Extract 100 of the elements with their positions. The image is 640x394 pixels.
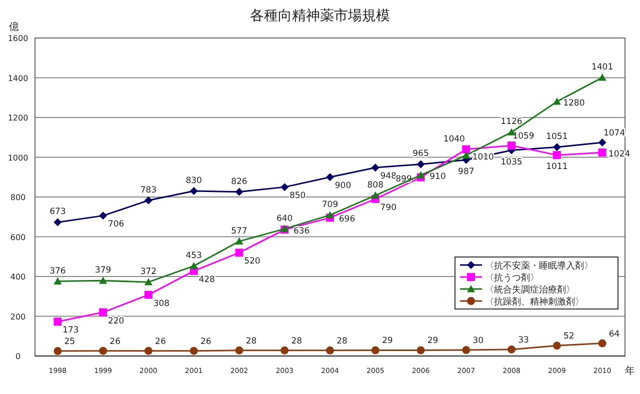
point xyxy=(235,237,244,245)
data-label: 379 xyxy=(94,266,112,276)
data-label: 830 xyxy=(186,176,202,186)
y-tick-label: 1000 xyxy=(8,153,28,162)
data-label: 965 xyxy=(412,149,429,160)
y-tick-label: 600 xyxy=(10,232,26,242)
data-label: 520 xyxy=(244,256,260,267)
y-tick-label: 1600 xyxy=(8,34,28,43)
data-label: 1035 xyxy=(500,157,522,168)
point xyxy=(99,308,108,316)
point xyxy=(235,248,244,257)
y-tick-label: 200 xyxy=(10,312,26,322)
point xyxy=(552,342,561,350)
data-label: 910 xyxy=(430,172,446,182)
point xyxy=(371,346,380,354)
point xyxy=(508,345,516,354)
y-tick-label: 400 xyxy=(10,272,26,282)
legend-label: 〈抗うつ剤〉 xyxy=(485,272,539,284)
data-label: 453 xyxy=(186,250,202,261)
point xyxy=(416,346,425,354)
data-label: 52 xyxy=(564,332,574,342)
data-label: 640 xyxy=(276,214,293,224)
data-label: 372 xyxy=(140,267,157,278)
point xyxy=(99,212,108,220)
point xyxy=(326,211,334,218)
point xyxy=(144,278,152,286)
point xyxy=(99,276,108,284)
data-label: 826 xyxy=(231,176,248,187)
point xyxy=(54,277,62,284)
y-tick-label: 1200 xyxy=(8,114,28,122)
point xyxy=(280,346,289,354)
point xyxy=(190,262,198,270)
y-axis-title: 億 xyxy=(9,21,19,33)
point xyxy=(235,346,244,354)
data-label: 850 xyxy=(290,191,306,202)
y-tick-label: 1400 xyxy=(8,74,28,83)
data-label: 428 xyxy=(198,274,215,285)
point xyxy=(371,164,380,172)
data-label: 28 xyxy=(291,336,302,346)
point xyxy=(552,151,561,160)
point xyxy=(144,346,152,355)
point xyxy=(99,346,108,355)
chart-title: 各種向精神薬市場規模 xyxy=(250,8,390,24)
point xyxy=(54,218,62,226)
data-label: 26 xyxy=(110,336,120,347)
data-label: 29 xyxy=(382,336,393,346)
point xyxy=(462,151,470,158)
data-label: 33 xyxy=(518,335,529,346)
data-label: 1401 xyxy=(591,62,614,73)
point xyxy=(416,160,425,168)
data-label: 1011 xyxy=(546,162,568,172)
point xyxy=(462,145,470,154)
data-label: 26 xyxy=(155,336,166,347)
data-label: 64 xyxy=(608,329,620,340)
point xyxy=(144,196,152,204)
point xyxy=(190,187,198,196)
data-label: 790 xyxy=(380,202,396,213)
legend-label: 〈抗躁剤、精神刺激剤〉 xyxy=(485,296,584,308)
data-label: 948 xyxy=(380,172,396,182)
data-label: 220 xyxy=(108,316,124,326)
data-label: 899 xyxy=(396,174,412,184)
legend-label: 〈統合失調症治療剤〉 xyxy=(485,284,575,296)
data-label: 28 xyxy=(246,336,257,346)
y-tick-label: 800 xyxy=(10,193,26,202)
data-label: 30 xyxy=(472,336,484,346)
data-label: 28 xyxy=(336,336,348,346)
data-label: 1280 xyxy=(563,98,585,109)
point xyxy=(144,290,152,299)
data-label: 696 xyxy=(338,214,356,225)
point xyxy=(54,318,62,326)
data-label: 308 xyxy=(153,298,170,309)
point xyxy=(552,98,561,105)
legend-label: 〈抗不安薬・睡眠導入剤〉 xyxy=(485,260,593,272)
point xyxy=(371,191,380,199)
point xyxy=(598,148,606,156)
point xyxy=(190,346,198,355)
data-label: 636 xyxy=(294,226,310,237)
point xyxy=(508,142,516,150)
data-label: 808 xyxy=(367,180,384,190)
data-label: 1040 xyxy=(443,134,465,144)
point xyxy=(462,346,470,354)
data-label: 1126 xyxy=(500,117,522,128)
data-label: 783 xyxy=(140,185,157,196)
point xyxy=(326,173,334,182)
data-label: 1051 xyxy=(546,132,568,142)
data-label: 173 xyxy=(62,326,79,336)
point xyxy=(598,74,606,81)
point xyxy=(326,346,334,354)
point xyxy=(416,171,425,178)
data-label: 1059 xyxy=(512,132,534,142)
data-label: 900 xyxy=(334,181,352,192)
data-label: 706 xyxy=(108,220,124,230)
point xyxy=(54,347,62,356)
point xyxy=(598,339,606,348)
x-axis-title: 年 xyxy=(625,365,635,377)
point xyxy=(280,183,289,192)
data-label: 29 xyxy=(427,336,438,346)
data-label: 987 xyxy=(458,166,474,177)
point xyxy=(552,143,561,152)
point xyxy=(235,188,244,196)
